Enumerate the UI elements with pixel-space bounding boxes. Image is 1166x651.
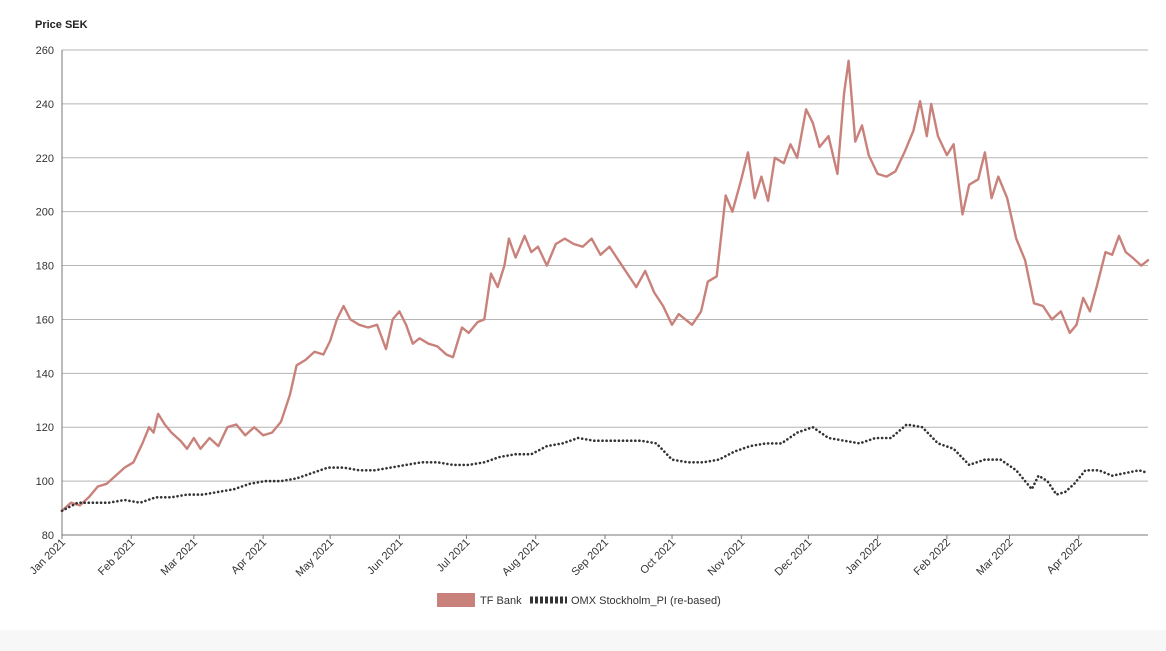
x-tick-label-mar-2022: Mar 2022 — [974, 537, 1015, 578]
y-tick-label-260: 260 — [36, 45, 54, 57]
x-axis-ticks: Jan 2021 Feb 2021 Mar 2021 Apr 2021 May 2021… — [28, 535, 1085, 579]
x-tick-label-aug-2021: Aug 2021 — [500, 537, 542, 579]
y-tick-label-180: 180 — [36, 261, 54, 273]
x-tick-label-mar-2021: Mar 2021 — [159, 537, 200, 578]
legend-swatch-tf-bank — [437, 593, 475, 607]
chart-container: Price SEK 80 100 120 140 160 180 200 220 240 260 … — [27, 19, 1150, 607]
x-tick-label-feb-2022: Feb 2022 — [912, 537, 953, 578]
y-axis-ticks: 80 100 120 140 160 180 200 220 240 260 — [36, 45, 54, 542]
y-tick-label-160: 160 — [36, 314, 54, 326]
y-tick-label-200: 200 — [36, 207, 54, 219]
x-tick-label-sep-2021: Sep 2021 — [569, 537, 611, 579]
y-tick-label-120: 120 — [36, 422, 54, 434]
y-tick-label-140: 140 — [36, 368, 54, 380]
y-axis-title: Price SEK — [35, 19, 88, 31]
y-tick-label-80: 80 — [42, 530, 54, 542]
x-tick-label-jan-2021: Jan 2021 — [28, 537, 68, 577]
y-tick-label-220: 220 — [36, 153, 54, 165]
x-tick-label-may-2021: May 2021 — [294, 537, 337, 580]
x-tick-label-apr-2022: Apr 2022 — [1045, 537, 1085, 577]
x-tick-label-feb-2021: Feb 2021 — [96, 537, 137, 578]
price-chart: Price SEK 80100120140160180200220240260 … — [28, 19, 1150, 607]
legend-label-tf-bank: TF Bank — [480, 595, 522, 607]
x-tick-label-oct-2021: Oct 2021 — [638, 537, 678, 577]
y-tick-label-100: 100 — [36, 476, 54, 488]
series-lines — [60, 59, 1150, 513]
gridlines — [61, 49, 1148, 536]
legend-label-omx: OMX Stockholm_PI (re-based) — [571, 595, 721, 607]
x-tick-label-jul-2021: Jul 2021 — [435, 537, 473, 575]
x-tick-label-nov-2021: Nov 2021 — [706, 537, 748, 579]
x-tick-label-jan-2022: Jan 2022 — [843, 537, 883, 577]
x-tick-label-jun-2021: Jun 2021 — [365, 537, 405, 577]
y-tick-label-240: 240 — [36, 99, 54, 111]
x-tick-label-dec-2021: Dec 2021 — [773, 537, 815, 579]
series-line-omx-stockholm-pi-re-based — [60, 423, 1150, 513]
x-tick-label-apr-2021: Apr 2021 — [229, 537, 269, 577]
series-line-tf-bank — [60, 59, 1150, 512]
legend: TF Bank OMX Stockholm_PI (re-based) — [437, 593, 721, 607]
